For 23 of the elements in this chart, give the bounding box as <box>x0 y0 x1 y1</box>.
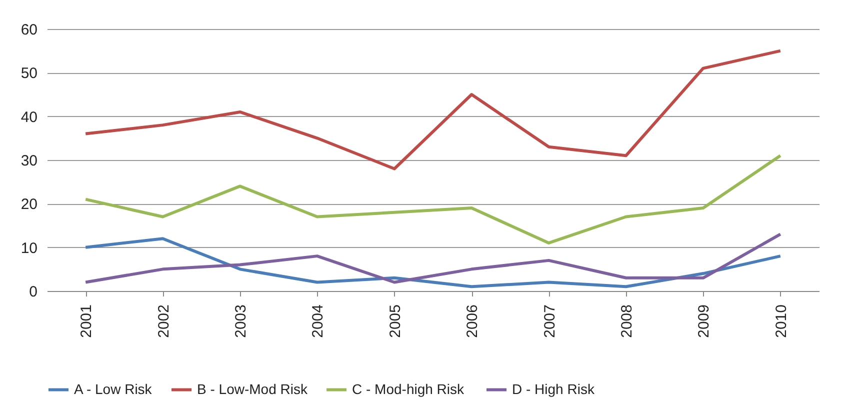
line-series <box>84 154 782 244</box>
x-tick-label: 2010 <box>772 304 790 338</box>
y-tick-label: 20 <box>20 196 38 214</box>
x-tick-label: 2002 <box>155 304 172 338</box>
x-tick-label: 2004 <box>310 304 327 338</box>
legend-label: C - Mod-high Risk <box>352 380 466 397</box>
x-tick-label: 2003 <box>232 304 250 338</box>
y-tick-label: 40 <box>20 108 38 126</box>
x-tick-label: 2009 <box>696 304 713 338</box>
x-tick-label: 2007 <box>541 304 558 338</box>
y-tick-label: 50 <box>20 65 38 82</box>
x-tick-label: 2008 <box>618 304 636 338</box>
legend-label: D - High Risk <box>512 380 596 397</box>
x-tick-label: 2001 <box>78 304 96 338</box>
x-tick-label: 2005 <box>386 304 404 338</box>
x-tick-label: 2006 <box>464 304 482 338</box>
y-tick-label: 60 <box>20 22 38 38</box>
y-tick-label: 30 <box>20 152 38 170</box>
legend-label: A - Low Risk <box>74 380 153 397</box>
legend-label: B - Low-Mod Risk <box>197 380 308 397</box>
line-series <box>84 49 782 170</box>
y-tick-label: 10 <box>20 240 38 257</box>
y-tick-label: 0 <box>29 284 38 300</box>
